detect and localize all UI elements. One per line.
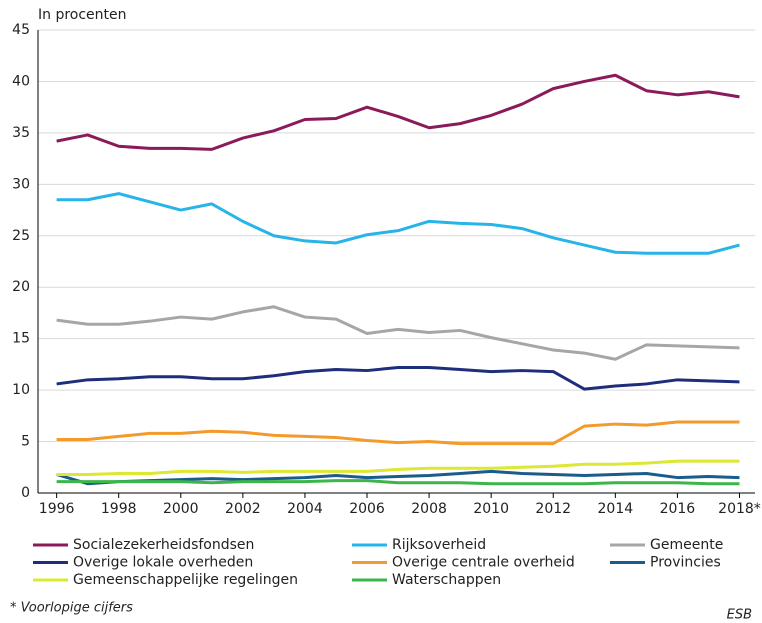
- y-tick-label: 0: [21, 485, 30, 501]
- source: ESB: [727, 608, 752, 623]
- footnote: * Voorlopige cijfers: [10, 601, 133, 616]
- legend-label: Provincies: [650, 555, 721, 571]
- y-axis-label: In procenten: [38, 7, 127, 23]
- x-tick-label: 2000: [163, 501, 199, 517]
- series-line: [56, 365, 740, 391]
- series-line: [56, 192, 740, 255]
- x-tick-label: 2006: [349, 501, 385, 517]
- x-tick-label: 2002: [225, 501, 261, 517]
- legend-label: Gemeenschappelijke regelingen: [73, 572, 298, 588]
- y-tick-label: 45: [12, 22, 30, 38]
- y-tick-label: 20: [12, 279, 30, 295]
- x-tick-label: 1996: [39, 501, 75, 517]
- x-tick-label: 1998: [101, 501, 137, 517]
- legend-label: Socialezekerheidsfondsen: [73, 537, 254, 553]
- series-line: [56, 73, 740, 151]
- y-tick-label: 10: [12, 382, 30, 398]
- legend-label: Waterschappen: [392, 572, 501, 588]
- y-tick-label: 30: [12, 176, 30, 192]
- y-tick-label: 35: [12, 125, 30, 141]
- y-tick-label: 5: [21, 434, 30, 450]
- legend-label: Rijksoverheid: [392, 537, 486, 553]
- y-tick-label: 25: [12, 228, 30, 244]
- x-tick-label: 2012: [535, 501, 571, 517]
- legend-label: Overige lokale overheden: [73, 555, 253, 571]
- series-line: [56, 459, 740, 476]
- legend-label: Gemeente: [650, 537, 723, 553]
- series-line: [56, 469, 740, 486]
- x-tick-label: 2014: [598, 501, 634, 517]
- x-tick-label: 2010: [473, 501, 509, 517]
- legend-label: Overige centrale overheid: [392, 555, 575, 571]
- y-tick-label: 15: [12, 331, 30, 347]
- x-tick-label: 2004: [287, 501, 323, 517]
- series-line: [56, 420, 740, 446]
- series-line: [56, 305, 740, 361]
- series-line: [56, 479, 740, 486]
- x-tick-label: 2016: [660, 501, 696, 517]
- y-tick-label: 40: [12, 73, 30, 89]
- x-tick-label: 2008: [411, 501, 447, 517]
- x-tick-label: 2018*: [718, 501, 761, 517]
